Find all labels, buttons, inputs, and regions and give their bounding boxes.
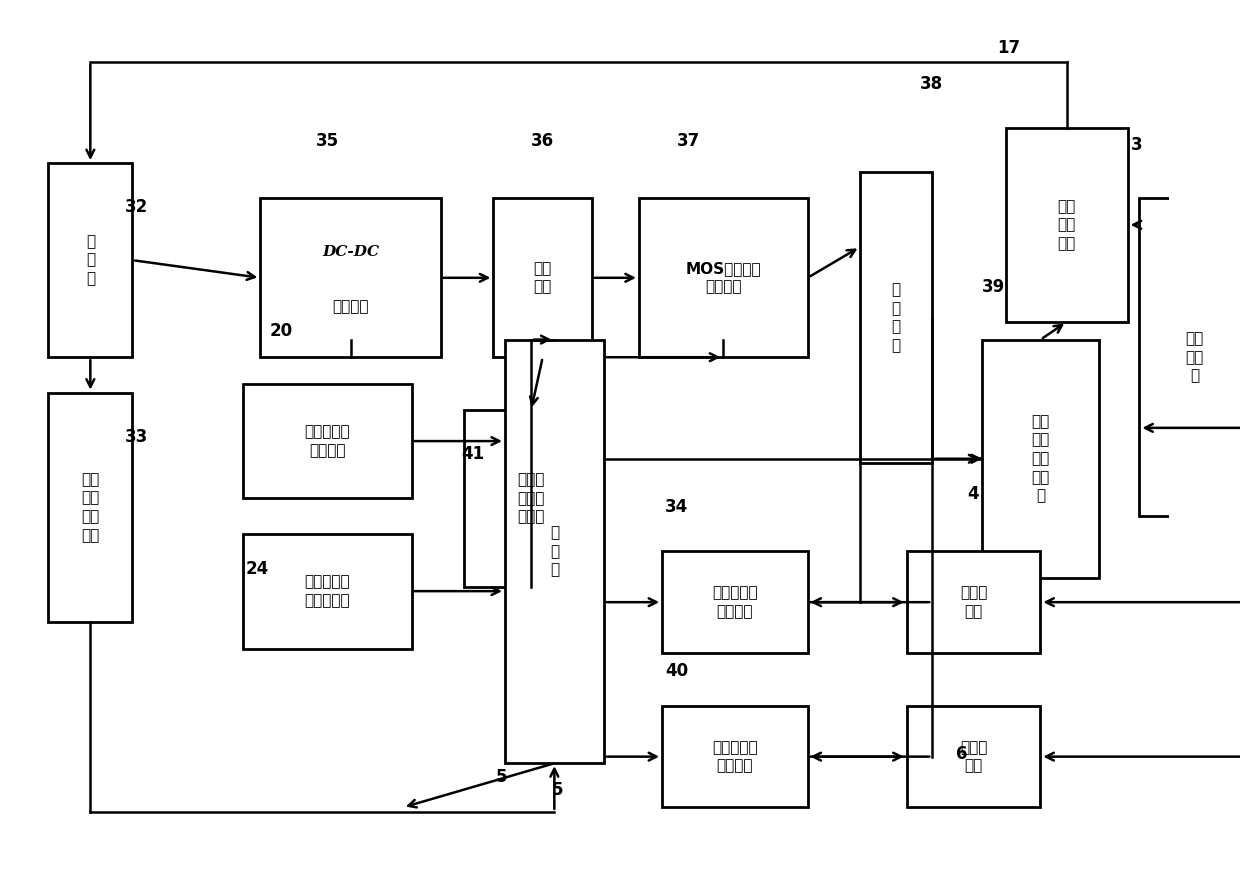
Text: 伸张调
节阀: 伸张调 节阀 <box>960 740 987 773</box>
Bar <box>494 199 593 357</box>
Text: 24: 24 <box>246 560 269 578</box>
Text: 电机
驱动
器: 电机 驱动 器 <box>1185 331 1204 383</box>
Text: 5: 5 <box>552 781 563 798</box>
Bar <box>861 172 932 463</box>
Text: 33: 33 <box>125 428 149 446</box>
Bar <box>639 199 807 357</box>
Text: 5: 5 <box>496 767 507 786</box>
Bar <box>464 410 598 587</box>
Text: 34: 34 <box>665 498 688 516</box>
Text: 整流
器电
流传
感器: 整流 器电 流传 感器 <box>81 472 99 543</box>
Text: 第二可控恒
流源电路: 第二可控恒 流源电路 <box>712 585 758 619</box>
Text: 直流
无刷
电机: 直流 无刷 电机 <box>1058 199 1076 251</box>
Text: 39: 39 <box>982 278 1006 296</box>
Bar <box>1006 127 1128 322</box>
Text: 第一
可控
恒流
源电
路: 第一 可控 恒流 源电 路 <box>1032 414 1049 503</box>
Bar <box>48 163 133 357</box>
Text: 第三可控恒
流源电路: 第三可控恒 流源电路 <box>712 740 758 773</box>
Text: 非簧载质量
速度传感器: 非簧载质量 速度传感器 <box>305 575 350 608</box>
Bar <box>48 393 133 622</box>
Text: 17: 17 <box>997 39 1021 57</box>
Text: 36: 36 <box>531 132 554 150</box>
Text: 压缩调
节阀: 压缩调 节阀 <box>960 585 987 619</box>
Text: 超级电
容电压
传感器: 超级电 容电压 传感器 <box>517 472 544 525</box>
Text: 41: 41 <box>461 446 485 463</box>
Text: 6: 6 <box>956 746 967 764</box>
Text: 蓄
电
池
组: 蓄 电 池 组 <box>892 282 900 353</box>
Bar <box>243 384 412 498</box>
Bar <box>906 552 1040 653</box>
Text: 簧载质量速
度传感器: 簧载质量速 度传感器 <box>305 424 350 458</box>
Bar <box>662 706 807 807</box>
Text: 35: 35 <box>316 132 339 150</box>
Text: MOS开关触发
驱动模块: MOS开关触发 驱动模块 <box>686 261 761 295</box>
Text: 32: 32 <box>125 198 149 217</box>
Bar <box>906 706 1040 807</box>
Text: 4: 4 <box>967 485 980 503</box>
Text: DC-DC: DC-DC <box>322 245 379 259</box>
Bar <box>982 339 1099 578</box>
Text: 整
流
器: 整 流 器 <box>86 234 95 286</box>
Text: 超级
电容: 超级 电容 <box>533 261 552 295</box>
Bar <box>662 552 807 653</box>
Text: 升压模块: 升压模块 <box>332 298 368 314</box>
Text: 38: 38 <box>920 75 942 93</box>
Bar <box>243 534 412 649</box>
Bar <box>505 339 604 764</box>
Bar <box>1140 199 1240 516</box>
Text: 控
制
器: 控 制 器 <box>549 526 559 577</box>
Text: 40: 40 <box>665 662 688 680</box>
Bar <box>260 199 440 357</box>
Text: 20: 20 <box>269 322 293 339</box>
Text: 37: 37 <box>677 132 699 150</box>
Text: 3: 3 <box>1131 136 1142 154</box>
